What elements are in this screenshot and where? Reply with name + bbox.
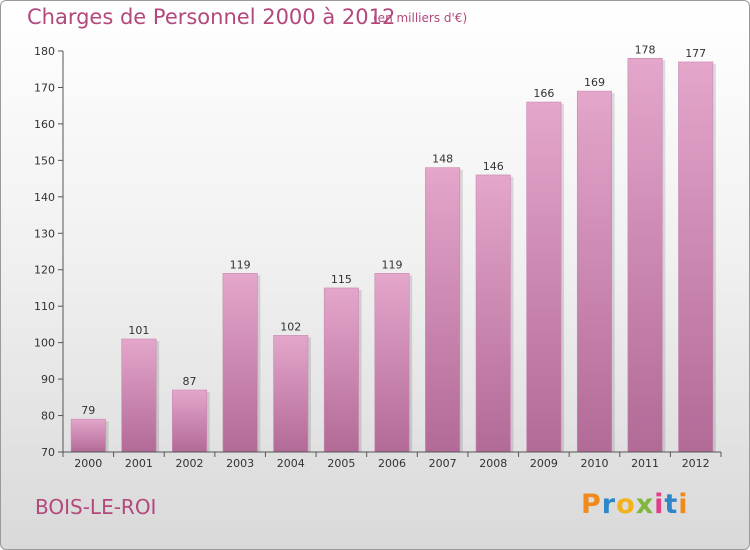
y-tick-label: 150 <box>34 154 55 167</box>
bar <box>374 273 410 453</box>
bar-value-label: 119 <box>382 258 403 271</box>
x-tick-label: 2002 <box>176 457 204 470</box>
x-tick-label: 2007 <box>429 457 457 470</box>
bar-value-label: 177 <box>685 47 706 60</box>
bar <box>678 61 714 453</box>
bar <box>576 90 612 453</box>
y-tick-label: 90 <box>41 373 55 386</box>
x-tick-label: 2012 <box>682 457 710 470</box>
bar <box>526 101 562 453</box>
y-tick-label: 100 <box>34 337 55 350</box>
x-tick-label: 2004 <box>277 457 305 470</box>
bar-value-label: 178 <box>635 43 656 56</box>
y-tick-label: 170 <box>34 81 55 94</box>
bar-value-label: 79 <box>81 404 95 417</box>
x-tick-label: 2009 <box>530 457 558 470</box>
y-tick-label: 130 <box>34 227 55 240</box>
bar-value-label: 148 <box>432 153 453 166</box>
x-tick-label: 2010 <box>580 457 608 470</box>
town-name: BOIS-LE-ROI <box>35 495 157 519</box>
y-tick-label: 70 <box>41 446 55 459</box>
x-tick-label: 2005 <box>327 457 355 470</box>
logo-letter: o <box>616 489 636 520</box>
logo-letter: t <box>664 489 679 520</box>
chart-title: Charges de Personnel 2000 à 2012 <box>27 5 396 29</box>
y-tick-label: 120 <box>34 264 55 277</box>
bar <box>627 57 663 453</box>
x-tick-label: 2008 <box>479 457 507 470</box>
x-tick-label: 2001 <box>125 457 153 470</box>
y-tick-label: 80 <box>41 410 55 423</box>
bar <box>172 389 208 453</box>
y-axis: 70 80 90 100 110 120 130 140 150 160 170 180 <box>34 45 64 459</box>
bar-value-label: 166 <box>533 87 554 100</box>
logo-letter: i <box>678 489 689 520</box>
bar <box>475 174 511 453</box>
bar-value-label: 101 <box>128 324 149 337</box>
bar <box>425 167 461 453</box>
bar <box>121 338 157 453</box>
x-tick-label: 2006 <box>378 457 406 470</box>
bar-value-label: 115 <box>331 273 352 286</box>
logo-letter: P <box>581 489 602 520</box>
bar-value-label: 169 <box>584 76 605 89</box>
proxiti-logo: Proxiti <box>581 489 689 520</box>
y-tick-label: 110 <box>34 300 55 313</box>
x-tick-label: 2000 <box>74 457 102 470</box>
bar <box>273 335 309 453</box>
bar <box>70 418 106 453</box>
bars: 79 101 87 119 102 115 119 148 146 166 169 178 177 <box>70 43 716 453</box>
y-tick-label: 160 <box>34 118 55 131</box>
bar-value-label: 146 <box>483 160 504 173</box>
y-tick-label: 140 <box>34 191 55 204</box>
logo-letter: x <box>635 489 655 520</box>
bar-value-label: 102 <box>280 320 301 333</box>
bar-value-label: 119 <box>230 258 251 271</box>
x-tick-label: 2003 <box>226 457 254 470</box>
logo-letter: i <box>654 489 665 520</box>
logo-letter: r <box>601 489 617 520</box>
chart-subtitle: (en milliers d'€) <box>373 11 468 25</box>
y-tick-label: 180 <box>34 45 55 58</box>
bar-value-label: 87 <box>183 375 197 388</box>
bar <box>323 287 359 453</box>
bar <box>222 273 258 453</box>
x-tick-label: 2011 <box>631 457 659 470</box>
x-axis: 2000 2001 2002 2003 2004 2005 2006 2007 2008 2009… <box>62 451 722 470</box>
